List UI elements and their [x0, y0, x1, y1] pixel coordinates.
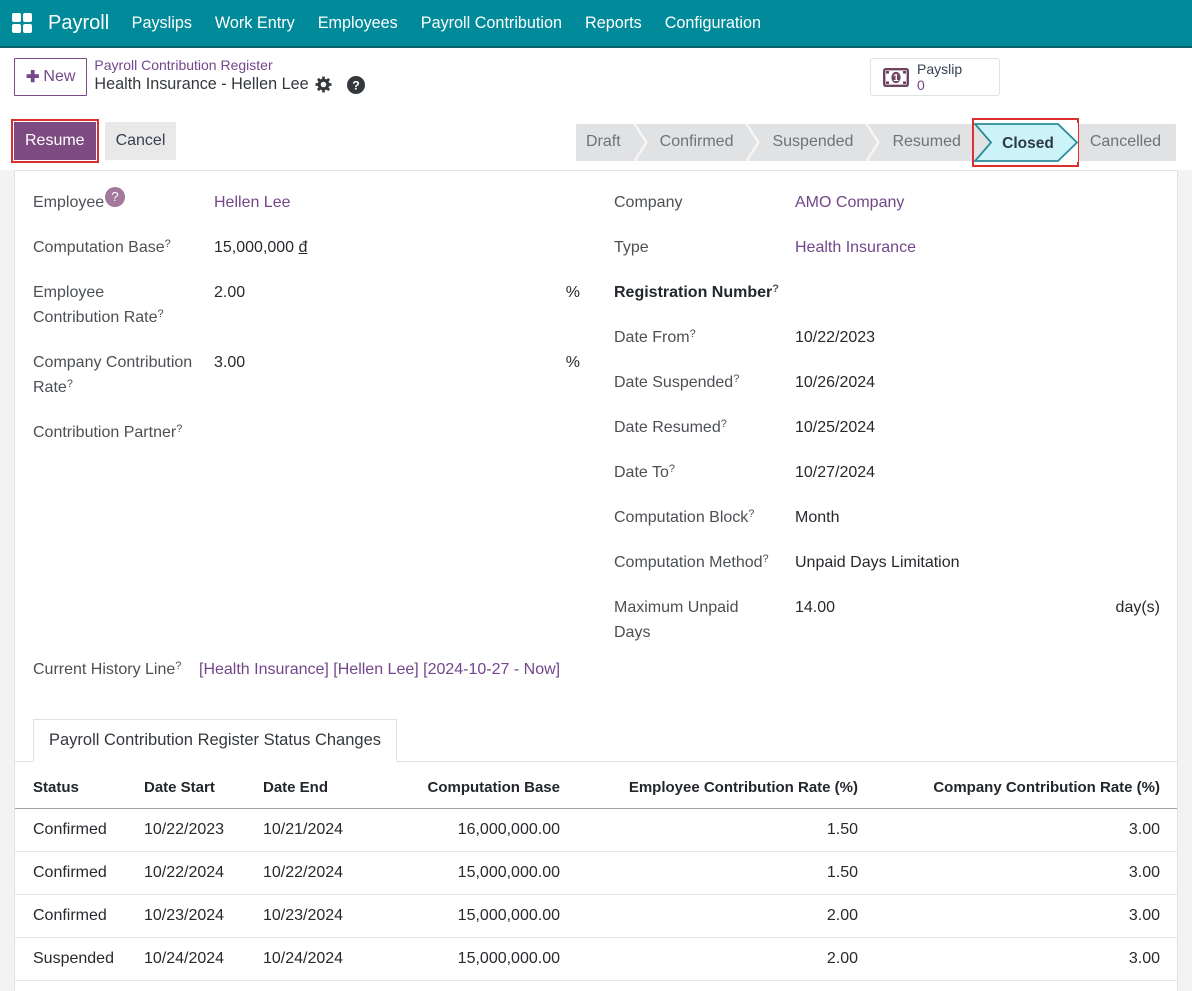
svg-text:Closed: Closed — [1002, 135, 1054, 152]
svg-text:?: ? — [352, 78, 360, 92]
svg-text:1: 1 — [893, 73, 899, 84]
